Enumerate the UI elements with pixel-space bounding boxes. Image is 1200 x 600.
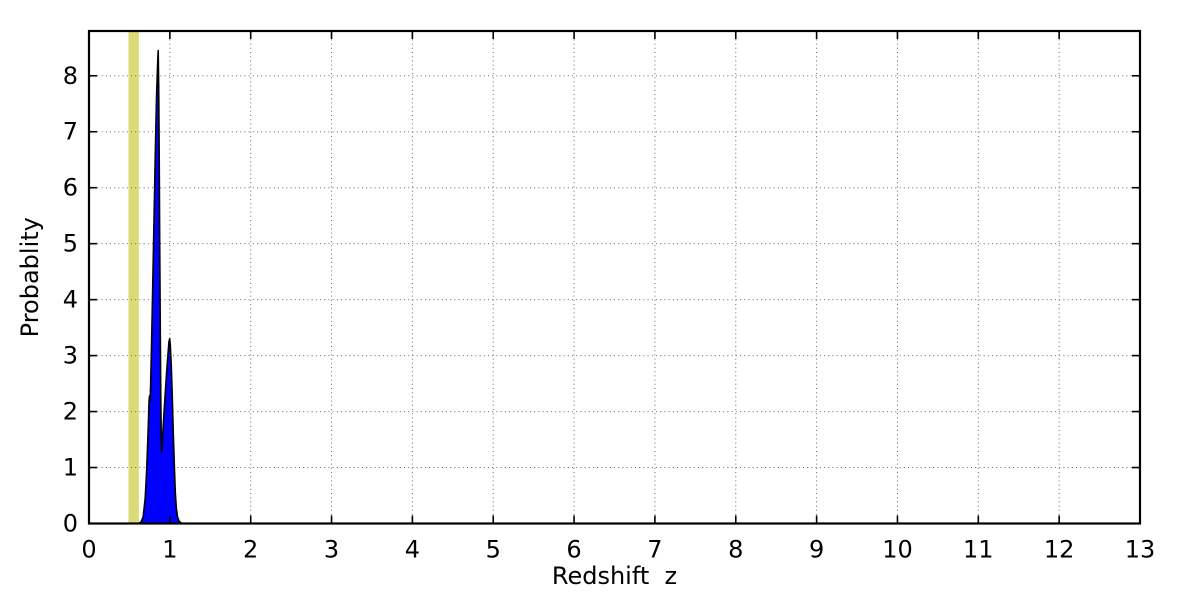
- x-tick-label: 8: [728, 536, 743, 564]
- x-tick-label: 7: [647, 536, 662, 564]
- x-tick-label: 1: [162, 536, 177, 564]
- x-tick-label: 2: [243, 536, 258, 564]
- y-tick-label: 1: [63, 454, 78, 482]
- x-tick-label: 6: [566, 536, 581, 564]
- x-tick-label: 9: [809, 536, 824, 564]
- x-tick-label: 12: [1044, 536, 1075, 564]
- y-tick-labels: 0 1 2 3 4 5 6 7 8: [63, 62, 78, 538]
- vertical-highlight-band: [128, 31, 139, 524]
- y-tick-label: 7: [63, 118, 78, 146]
- x-tick-labels: 0 1 2 3 4 5 6 7 8 9 10 11 12 13: [81, 536, 1155, 564]
- x-tick-label: 0: [81, 536, 96, 564]
- axes-frame: [87, 29, 1142, 525]
- y-tick-label: 3: [63, 342, 78, 370]
- x-tick-label: 4: [405, 536, 420, 564]
- x-tick-label: 5: [486, 536, 501, 564]
- y-tick-label: 4: [63, 286, 78, 314]
- x-tick-label: 3: [324, 536, 339, 564]
- y-tick-label: 8: [63, 62, 78, 90]
- x-tick-label: 11: [963, 536, 994, 564]
- tick-marks: [88, 31, 1141, 525]
- x-tick-label: 13: [1125, 536, 1156, 564]
- y-axis-label: Probablity: [16, 217, 44, 337]
- x-axis-label: Redshift z: [552, 562, 677, 590]
- redshift-probability-density-line: [138, 49, 183, 525]
- gridlines: [89, 31, 1140, 524]
- y-tick-label: 0: [63, 510, 78, 538]
- y-tick-label: 6: [63, 174, 78, 202]
- y-tick-label: 5: [63, 230, 78, 258]
- plot-area: [89, 31, 1140, 524]
- y-tick-label: 2: [63, 398, 78, 426]
- x-tick-label: 10: [882, 536, 913, 564]
